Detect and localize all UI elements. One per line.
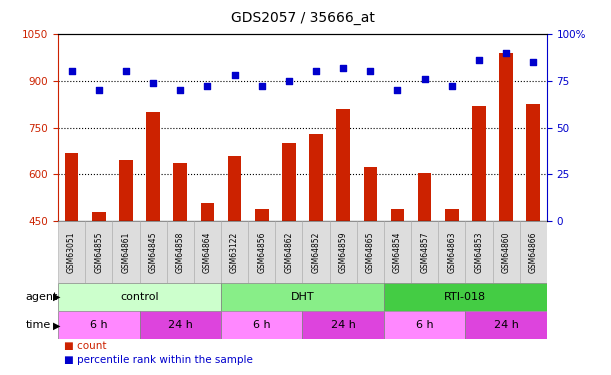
Bar [302,221,329,283]
Bar [364,166,377,221]
Bar [466,221,492,283]
Text: GSM64861: GSM64861 [122,231,130,273]
Bar [472,106,486,221]
Bar [438,221,466,283]
Bar [276,221,302,283]
Bar [329,221,357,283]
Bar [384,311,466,339]
Bar [255,209,268,221]
Text: GSM64860: GSM64860 [502,231,511,273]
Text: ■ count: ■ count [64,341,107,351]
Text: GSM64858: GSM64858 [176,231,185,273]
Text: GSM64857: GSM64857 [420,231,429,273]
Bar [58,311,139,339]
Point [175,87,185,93]
Point [67,68,76,74]
Point [393,87,403,93]
Text: ▶: ▶ [53,292,60,302]
Bar [492,221,520,283]
Point [474,57,484,63]
Text: control: control [120,292,159,302]
Text: GSM64852: GSM64852 [312,231,321,273]
Bar [384,221,411,283]
Text: 6 h: 6 h [253,320,271,330]
Text: GSM64863: GSM64863 [447,231,456,273]
Bar [499,53,513,221]
Text: DHT: DHT [291,292,314,302]
Bar [194,221,221,283]
Bar [337,109,350,221]
Bar [418,173,431,221]
Point [257,83,266,89]
Text: 6 h: 6 h [90,320,108,330]
Bar [445,209,459,221]
Text: GSM64856: GSM64856 [257,231,266,273]
Bar [139,311,221,339]
Bar [92,212,106,221]
Point [148,80,158,86]
Point [420,76,430,82]
Text: GSM64859: GSM64859 [338,231,348,273]
Bar [248,221,276,283]
Text: GSM64862: GSM64862 [284,231,293,273]
Text: GSM64865: GSM64865 [366,231,375,273]
Text: ▶: ▶ [53,320,60,330]
Point [529,59,538,65]
Text: ■ percentile rank within the sample: ■ percentile rank within the sample [64,356,253,366]
Point [338,64,348,70]
Point [447,83,456,89]
Bar [390,209,404,221]
Bar [65,153,78,221]
Text: GSM64854: GSM64854 [393,231,402,273]
Text: agent: agent [26,292,58,302]
Point [311,68,321,74]
Bar [58,221,85,283]
Bar [357,221,384,283]
Text: GSM63122: GSM63122 [230,231,239,273]
Text: GSM64845: GSM64845 [148,231,158,273]
Point [94,87,104,93]
Point [501,50,511,55]
Bar [58,283,221,311]
Bar [119,160,133,221]
Text: GDS2057 / 35666_at: GDS2057 / 35666_at [230,11,375,25]
Bar [221,221,248,283]
Text: RTI-018: RTI-018 [444,292,486,302]
Bar [221,311,302,339]
Point [202,83,212,89]
Bar [146,112,160,221]
Bar [466,311,547,339]
Text: 24 h: 24 h [168,320,192,330]
Bar [302,311,384,339]
Bar [282,143,296,221]
Text: GSM64853: GSM64853 [475,231,483,273]
Bar [520,221,547,283]
Text: GSM64866: GSM64866 [529,231,538,273]
Bar [112,221,139,283]
Text: 6 h: 6 h [416,320,433,330]
Bar [85,221,112,283]
Bar [174,164,187,221]
Bar [200,202,214,221]
Bar [221,283,384,311]
Bar [228,156,241,221]
Text: 24 h: 24 h [494,320,519,330]
Point [284,78,294,84]
Text: GSM64864: GSM64864 [203,231,212,273]
Bar [309,134,323,221]
Bar [139,221,167,283]
Bar [384,283,547,311]
Bar [527,104,540,221]
Text: time: time [26,320,51,330]
Text: 24 h: 24 h [331,320,356,330]
Point [230,72,240,78]
Bar [411,221,438,283]
Point [121,68,131,74]
Point [365,68,375,74]
Text: GSM63051: GSM63051 [67,231,76,273]
Bar [167,221,194,283]
Text: GSM64855: GSM64855 [94,231,103,273]
